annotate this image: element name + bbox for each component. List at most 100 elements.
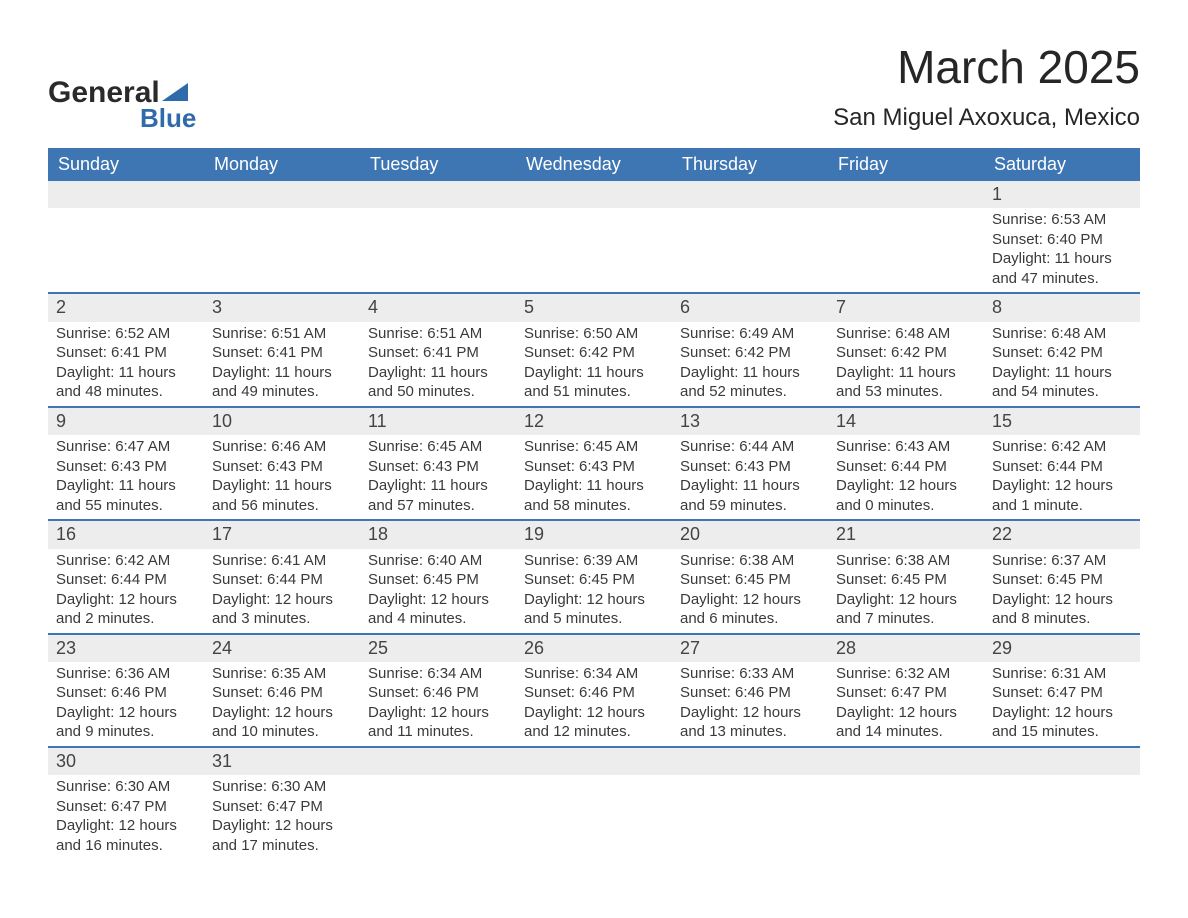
sunset-text: Sunset: 6:44 PM [56,570,196,590]
calendar: Sunday Monday Tuesday Wednesday Thursday… [48,148,1140,859]
day-number: 9 [48,408,204,435]
daynum-row: 23242526272829 [48,635,1140,662]
calendar-week: 23242526272829Sunrise: 6:36 AMSunset: 6:… [48,633,1140,746]
day-cell: Sunrise: 6:52 AMSunset: 6:41 PMDaylight:… [48,322,204,406]
day-cell: Sunrise: 6:34 AMSunset: 6:46 PMDaylight:… [516,662,672,746]
day-number: 17 [204,521,360,548]
day-cell: Sunrise: 6:51 AMSunset: 6:41 PMDaylight:… [360,322,516,406]
calendar-week: 16171819202122Sunrise: 6:42 AMSunset: 6:… [48,519,1140,632]
day-cell [828,208,984,292]
day-cell: Sunrise: 6:49 AMSunset: 6:42 PMDaylight:… [672,322,828,406]
sunrise-text: Sunrise: 6:51 AM [212,324,352,344]
day-cell: Sunrise: 6:39 AMSunset: 6:45 PMDaylight:… [516,549,672,633]
sunset-text: Sunset: 6:47 PM [836,683,976,703]
daylight-text: Daylight: 11 hours and 57 minutes. [368,476,508,515]
sunset-text: Sunset: 6:47 PM [992,683,1132,703]
daydata-row: Sunrise: 6:52 AM Sunset: 6:41 PM Daylight:… [48,322,1140,406]
day-cell: Sunrise: 6:33 AMSunset: 6:46 PMDaylight:… [672,662,828,746]
sunset-text: Sunset: 6:42 PM [836,343,976,363]
page-title: March 2025 [833,40,1140,94]
day-cell: Sunrise: 6:32 AMSunset: 6:47 PMDaylight:… [828,662,984,746]
daydata-row: Sunrise: 6:30 AMSunset: 6:47 PMDaylight:… [48,775,1140,859]
day-number: 8 [984,294,1140,321]
sunrise-text: Sunrise: 6:37 AM [992,551,1132,571]
daylight-text: Daylight: 12 hours and 9 minutes. [56,703,196,742]
sunrise-text: Sunrise: 6:40 AM [368,551,508,571]
day-cell: Sunrise: 6:38 AMSunset: 6:45 PMDaylight:… [672,549,828,633]
day-number: 14 [828,408,984,435]
daylight-text: Daylight: 11 hours and 48 minutes. [56,363,196,402]
day-number [828,748,984,775]
day-number: 28 [828,635,984,662]
day-number: 10 [204,408,360,435]
day-number: 13 [672,408,828,435]
day-number: 26 [516,635,672,662]
day-number [360,181,516,208]
col-header: Wednesday [516,148,672,181]
col-header: Saturday [984,148,1140,181]
day-cell [360,775,516,859]
daylight-text: Daylight: 12 hours and 14 minutes. [836,703,976,742]
daylight-text: Daylight: 12 hours and 2 minutes. [56,590,196,629]
day-number: 27 [672,635,828,662]
sunset-text: Sunset: 6:42 PM [992,343,1132,363]
sunrise-text: Sunrise: 6:51 AM [368,324,508,344]
day-cell: Sunrise: 6:45 AMSunset: 6:43 PMDaylight:… [360,435,516,519]
sunset-text: Sunset: 6:42 PM [680,343,820,363]
col-header: Sunday [48,148,204,181]
sunrise-text: Sunrise: 6:35 AM [212,664,352,684]
sunset-text: Sunset: 6:45 PM [992,570,1132,590]
day-cell: Sunrise: 6:41 AMSunset: 6:44 PMDaylight:… [204,549,360,633]
sunrise-text: Sunrise: 6:30 AM [56,777,196,797]
sunrise-text: Sunrise: 6:52 AM [56,324,196,344]
day-cell: Sunrise: 6:38 AMSunset: 6:45 PMDaylight:… [828,549,984,633]
calendar-header-row: Sunday Monday Tuesday Wednesday Thursday… [48,148,1140,181]
day-cell: Sunrise: 6:48 AMSunset: 6:42 PMDaylight:… [984,322,1140,406]
sunrise-text: Sunrise: 6:30 AM [212,777,352,797]
daylight-text: Daylight: 12 hours and 6 minutes. [680,590,820,629]
sunrise-text: Sunrise: 6:49 AM [680,324,820,344]
sunrise-text: Sunrise: 6:48 AM [992,324,1132,344]
day-number: 31 [204,748,360,775]
daylight-text: Daylight: 11 hours and 59 minutes. [680,476,820,515]
day-cell: Sunrise: 6:45 AMSunset: 6:43 PMDaylight:… [516,435,672,519]
day-cell [828,775,984,859]
sunset-text: Sunset: 6:46 PM [56,683,196,703]
day-number: 24 [204,635,360,662]
sunrise-text: Sunrise: 6:42 AM [56,551,196,571]
sunset-text: Sunset: 6:43 PM [368,457,508,477]
day-cell: Sunrise: 6:42 AMSunset: 6:44 PMDaylight:… [48,549,204,633]
daynum-row: 2345678 [48,294,1140,321]
daylight-text: Daylight: 12 hours and 8 minutes. [992,590,1132,629]
calendar-week: 1Sunrise: 6:53 AMSunset: 6:40 PMDaylight… [48,181,1140,292]
day-number: 21 [828,521,984,548]
day-cell: Sunrise: 6:37 AMSunset: 6:45 PMDaylight:… [984,549,1140,633]
day-cell: Sunrise: 6:53 AMSunset: 6:40 PMDaylight:… [984,208,1140,292]
sunset-text: Sunset: 6:45 PM [368,570,508,590]
logo: General Blue [48,78,196,134]
day-cell: Sunrise: 6:42 AMSunset: 6:44 PMDaylight:… [984,435,1140,519]
day-cell: Sunrise: 6:48 AMSunset: 6:42 PMDaylight:… [828,322,984,406]
day-number [984,748,1140,775]
day-number: 4 [360,294,516,321]
daynum-row: 9101112131415 [48,408,1140,435]
day-cell [48,208,204,292]
daydata-row: Sunrise: 6:42 AMSunset: 6:44 PMDaylight:… [48,549,1140,633]
sunset-text: Sunset: 6:40 PM [992,230,1132,250]
day-number: 30 [48,748,204,775]
sunrise-text: Sunrise: 6:32 AM [836,664,976,684]
day-number: 22 [984,521,1140,548]
sunrise-text: Sunrise: 6:34 AM [524,664,664,684]
daylight-text: Daylight: 12 hours and 11 minutes. [368,703,508,742]
col-header: Friday [828,148,984,181]
daylight-text: Daylight: 11 hours and 58 minutes. [524,476,664,515]
sunrise-text: Sunrise: 6:39 AM [524,551,664,571]
day-number: 16 [48,521,204,548]
day-cell: Sunrise: 6:30 AMSunset: 6:47 PMDaylight:… [48,775,204,859]
daylight-text: Daylight: 11 hours and 52 minutes. [680,363,820,402]
sunset-text: Sunset: 6:41 PM [368,343,508,363]
day-number: 15 [984,408,1140,435]
sunset-text: Sunset: 6:47 PM [212,797,352,817]
sunset-text: Sunset: 6:42 PM [524,343,664,363]
header: General Blue March 2025 San Miguel Axoxu… [48,40,1140,134]
